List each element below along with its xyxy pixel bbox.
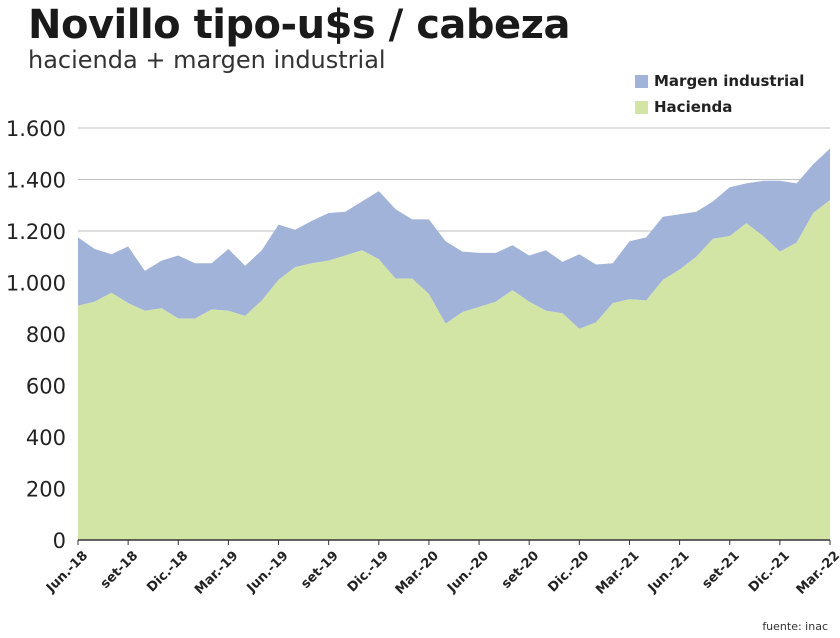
y-tick-label: 800 [26, 323, 66, 347]
legend-item-margen: Margen industrial [635, 68, 804, 94]
chart-title: Novillo tipo-u$s / cabeza [28, 2, 570, 48]
area-margen-industrial [78, 148, 830, 329]
x-tick-label: set-19 [298, 548, 341, 591]
legend-label-hacienda: Hacienda [654, 98, 733, 116]
y-tick-label: 1.400 [6, 169, 66, 193]
legend-swatch-hacienda [635, 100, 648, 114]
legend-item-hacienda: Hacienda [635, 94, 804, 120]
x-tick-label: Mar.-21 [593, 548, 642, 597]
x-tick-label: Mar.-19 [192, 548, 241, 597]
y-tick-label: 1.000 [6, 272, 66, 296]
x-tick-label: Dic.-20 [545, 548, 592, 595]
legend-label-margen: Margen industrial [654, 72, 805, 90]
y-tick-label: 1.200 [6, 220, 66, 244]
x-tick-label: Dic.-19 [345, 548, 392, 595]
x-tick-label: set-18 [98, 548, 141, 591]
x-tick-label: Mar.-22 [794, 548, 840, 597]
source-note: fuente: inac [762, 620, 828, 633]
chart-subtitle: hacienda + margen industrial [28, 46, 386, 74]
x-tick-label: Jun.-19 [244, 548, 292, 596]
x-tick-label: Jun.-21 [645, 548, 693, 596]
x-tick-label: Jun.-18 [43, 548, 91, 596]
legend: Margen industrial Hacienda [635, 68, 804, 120]
y-tick-label: 600 [26, 375, 66, 399]
y-tick-label: 0 [53, 529, 66, 553]
area-hacienda [78, 200, 830, 540]
x-tick-label: set-20 [499, 548, 542, 591]
y-tick-label: 400 [26, 426, 66, 450]
y-tick-label: 200 [26, 478, 66, 502]
x-tick-label: Dic.-21 [746, 548, 793, 595]
y-tick-label: 1.600 [6, 117, 66, 141]
areas [78, 148, 830, 540]
x-tick-label: set-21 [699, 548, 742, 591]
x-tick-label: Mar.-20 [393, 548, 442, 597]
x-tick-label: Dic.-18 [144, 548, 191, 595]
legend-swatch-margen [635, 74, 648, 88]
x-tick-label: Jun.-20 [444, 548, 492, 596]
